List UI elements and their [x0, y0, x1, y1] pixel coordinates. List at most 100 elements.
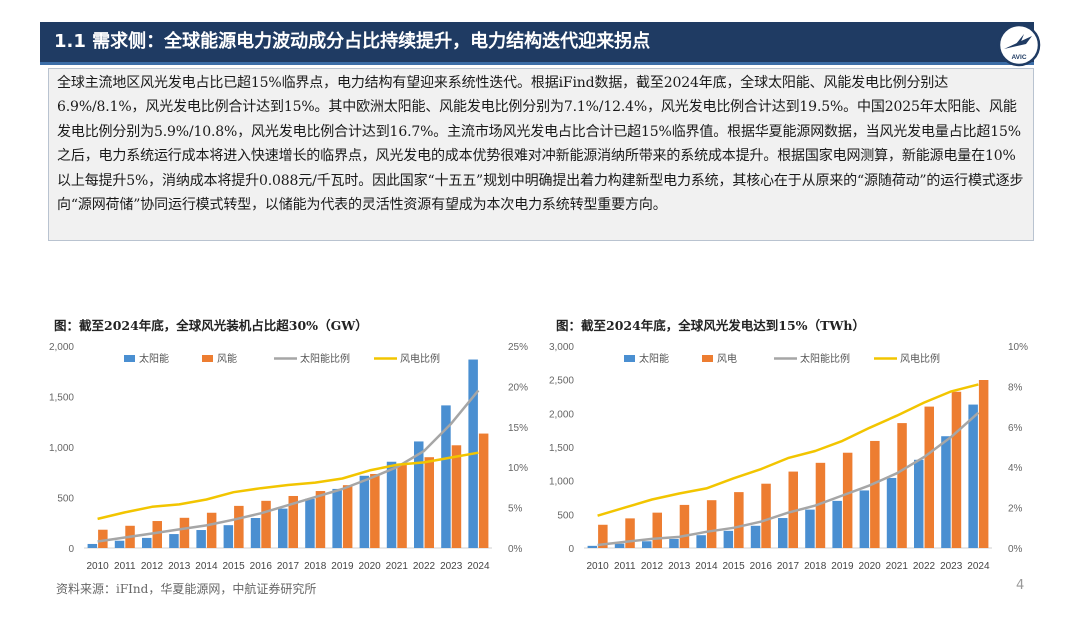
x-tick-label: 2015 [722, 561, 745, 572]
y-tick-label: 2,000 [49, 342, 74, 353]
bar-风能-2023 [451, 445, 462, 548]
bar-风能-2013 [179, 517, 190, 548]
y2-tick-label: 2% [1008, 504, 1023, 515]
chart-1-title: 图：截至2024年底，全球风光装机占比超30%（GW） [54, 318, 368, 333]
bar-太阳能-2014 [196, 530, 206, 548]
y-tick-label: 1,500 [49, 393, 74, 404]
bar-风能-2010 [98, 529, 108, 548]
bar-风能-2016 [261, 500, 271, 548]
bar-太阳能-2012 [142, 537, 152, 548]
summary-box: 全球主流地区风光发电占比已超15%临界点，电力结构有望迎来系统性迭代。根据iFi… [48, 68, 1034, 241]
x-tick-label: 2024 [967, 561, 990, 572]
bar-风电-2017 [788, 471, 798, 548]
legend-swatch-太阳能 [124, 355, 135, 362]
bar-风电-2018 [815, 462, 826, 548]
legend-label-风电: 风电 [717, 352, 737, 365]
x-tick-label: 2013 [668, 561, 691, 572]
bar-太阳能-2018 [305, 498, 315, 548]
line-太阳能比例 [97, 389, 480, 543]
bar-太阳能-2017 [778, 518, 788, 548]
bar-太阳能-2016 [750, 525, 761, 548]
x-tick-label: 2016 [750, 561, 773, 572]
y2-tick-label: 6% [1008, 423, 1023, 434]
bar-风能-2014 [206, 512, 217, 548]
x-tick-label: 2021 [386, 561, 409, 572]
bar-太阳能-2019 [832, 500, 842, 548]
x-tick-label: 2024 [467, 561, 490, 572]
legend-label-太阳能比例: 太阳能比例 [300, 352, 350, 365]
bar-风能-2022 [424, 457, 434, 548]
x-tick-label: 2012 [641, 561, 664, 572]
bar-风电-2019 [842, 452, 853, 548]
chart-2-title: 图：截至2024年底，全球风光发电达到15%（TWh） [556, 318, 865, 333]
chart-installed-capacity: 0 500 1,000 1,500 2,000 0% 5% 10% 15% 20% 25% 2010 2… [49, 342, 528, 572]
y2-tick-label: 15% [508, 423, 528, 434]
bar-风能-2017 [288, 495, 298, 548]
x-tick-label: 2017 [777, 561, 800, 572]
x-tick-label: 2012 [141, 561, 164, 572]
bar-太阳能-2024 [968, 404, 978, 548]
bar-太阳能-2022 [414, 441, 424, 548]
bar-太阳能-2011 [114, 540, 125, 548]
x-tick-label: 2018 [804, 561, 827, 572]
y2-tick-label: 8% [1008, 382, 1023, 393]
x-tick-label: 2021 [886, 561, 909, 572]
bar-太阳能-2021 [386, 461, 397, 548]
x-tick-label: 2013 [168, 561, 191, 572]
bar-太阳能-2020 [859, 490, 870, 548]
bar-风电-2010 [598, 524, 608, 548]
y2-tick-label: 5% [508, 504, 523, 515]
avic-logo-icon: AVIC [997, 23, 1041, 67]
legend-swatch-风电 [702, 355, 713, 362]
bar-风电-2011 [625, 518, 635, 548]
legend-label-太阳能: 太阳能 [639, 352, 669, 365]
y-tick-label: 0 [568, 544, 574, 555]
bar-太阳能-2015 [223, 525, 234, 548]
y2-tick-label: 10% [508, 463, 528, 474]
bar-太阳能-2010 [587, 545, 598, 548]
bar-太阳能-2017 [278, 508, 288, 548]
x-tick-label: 2020 [858, 561, 881, 572]
x-tick-label: 2010 [86, 561, 109, 572]
bar-风能-2015 [234, 505, 244, 548]
bar-太阳能-2023 [441, 405, 451, 548]
x-tick-label: 2017 [277, 561, 300, 572]
bar-风电-2015 [734, 492, 744, 548]
bar-风电-2022 [924, 406, 934, 548]
bar-风电-2021 [897, 423, 907, 548]
y2-tick-label: 20% [508, 382, 528, 393]
y-tick-label: 500 [557, 510, 574, 521]
bar-太阳能-2022 [914, 459, 924, 548]
summary-text: 全球主流地区风光发电占比已超15%临界点，电力结构有望迎来系统性迭代。根据iFi… [57, 75, 1024, 214]
chart-power-generation: 0 500 1,000 1,500 2,000 2,500 3,000 0% 2% 4% 6% 8% 1… [549, 342, 1028, 572]
y2-tick-label: 0% [1008, 544, 1023, 555]
y2-tick-label: 25% [508, 342, 528, 353]
legend-label-风能: 风能 [217, 352, 237, 365]
bar-风能-2019 [342, 485, 353, 548]
x-tick-label: 2023 [940, 561, 963, 572]
line-太阳能比例 [597, 411, 980, 547]
y-tick-label: 2,500 [549, 376, 574, 387]
bar-太阳能-2021 [886, 477, 897, 548]
x-tick-label: 2011 [614, 561, 636, 572]
y-tick-label: 1,500 [549, 443, 574, 454]
x-tick-label: 2023 [440, 561, 463, 572]
x-tick-label: 2016 [250, 561, 273, 572]
x-tick-label: 2015 [222, 561, 245, 572]
y-tick-label: 1,000 [549, 477, 574, 488]
header-bar: 1.1 需求侧：全球能源电力波动成分占比持续提升，电力结构迭代迎来拐点 [40, 22, 1034, 65]
bar-风电-2016 [761, 483, 771, 548]
page-title: 1.1 需求侧：全球能源电力波动成分占比持续提升，电力结构迭代迎来拐点 [54, 31, 651, 52]
line-风电比例 [97, 451, 479, 521]
bar-风能-2021 [397, 464, 407, 548]
bar-太阳能-2020 [359, 475, 370, 548]
bar-风电-2023 [951, 391, 962, 548]
logo-text: AVIC [1011, 54, 1026, 61]
x-tick-label: 2011 [114, 561, 136, 572]
bar-太阳能-2019 [332, 488, 342, 548]
bar-太阳能-2012 [642, 541, 652, 548]
bar-风电-2012 [652, 512, 662, 548]
page-number: 4 [1016, 578, 1025, 593]
bar-太阳能-2023 [941, 436, 951, 548]
bar-风电-2014 [706, 500, 717, 548]
